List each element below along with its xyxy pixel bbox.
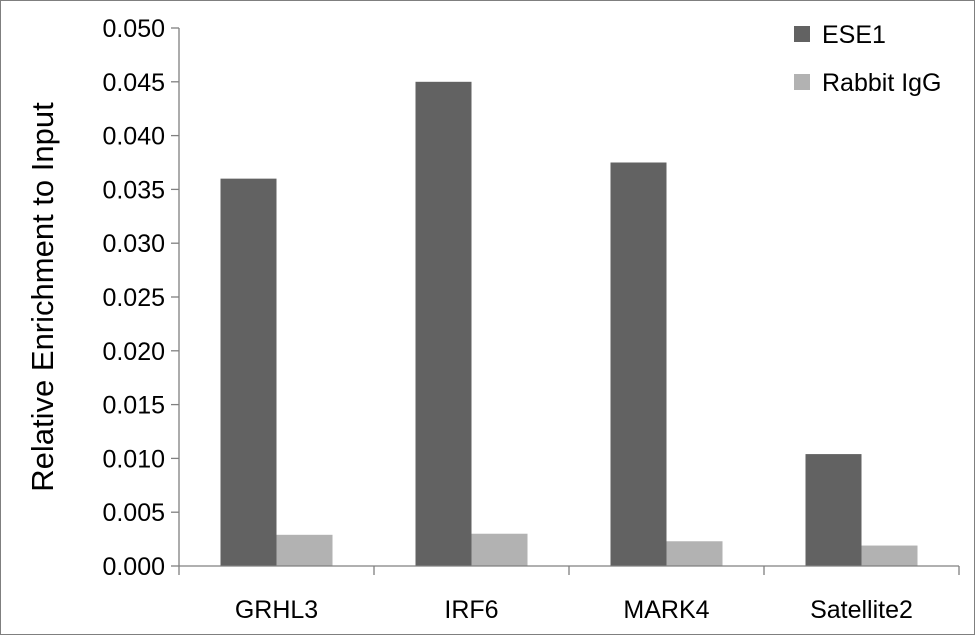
y-tick-label: 0.040 <box>102 123 165 151</box>
y-tick-label: 0.010 <box>102 445 165 473</box>
bar-ese1-grhl3 <box>220 178 277 566</box>
bar-rabbit-igg-satellite2 <box>861 545 918 566</box>
x-tick-label: GRHL3 <box>235 596 318 624</box>
y-tick-label: 0.025 <box>102 284 165 312</box>
legend-label: Rabbit IgG <box>822 69 942 97</box>
legend-label: ESE1 <box>822 21 886 49</box>
y-tick-label: 0.015 <box>102 392 165 420</box>
x-tick-label: Satellite2 <box>810 596 913 624</box>
bar-ese1-satellite2 <box>805 454 862 566</box>
legend: ESE1 Rabbit IgG <box>794 21 942 97</box>
bar-ese1-irf6 <box>415 81 472 567</box>
x-tick-label: IRF6 <box>444 596 498 624</box>
x-tick-label: MARK4 <box>623 596 709 624</box>
y-tick-label: 0.050 <box>102 15 165 43</box>
y-tick-label: 0.020 <box>102 338 165 366</box>
bar-ese1-mark4 <box>610 162 667 566</box>
y-tick-label: 0.005 <box>102 499 165 527</box>
y-tick-label: 0.030 <box>102 230 165 258</box>
legend-swatch <box>794 74 810 90</box>
x-axis-ticks: GRHL3 IRF6 MARK4 Satellite2 <box>178 566 960 624</box>
bar-rabbit-igg-irf6 <box>471 533 528 566</box>
y-tick-label: 0.035 <box>102 176 165 204</box>
y-axis-ticks: 0.000 0.005 0.010 0.015 0.020 0.025 0.030 0.035… <box>102 15 179 581</box>
y-axis-title: Relative Enrichment to Input <box>25 102 60 492</box>
bar-rabbit-igg-grhl3 <box>276 534 333 566</box>
legend-swatch <box>794 26 810 42</box>
bar-rabbit-igg-mark4 <box>666 541 723 566</box>
bars <box>220 81 918 567</box>
y-tick-label: 0.045 <box>102 69 165 97</box>
y-tick-label: 0.000 <box>102 553 165 581</box>
